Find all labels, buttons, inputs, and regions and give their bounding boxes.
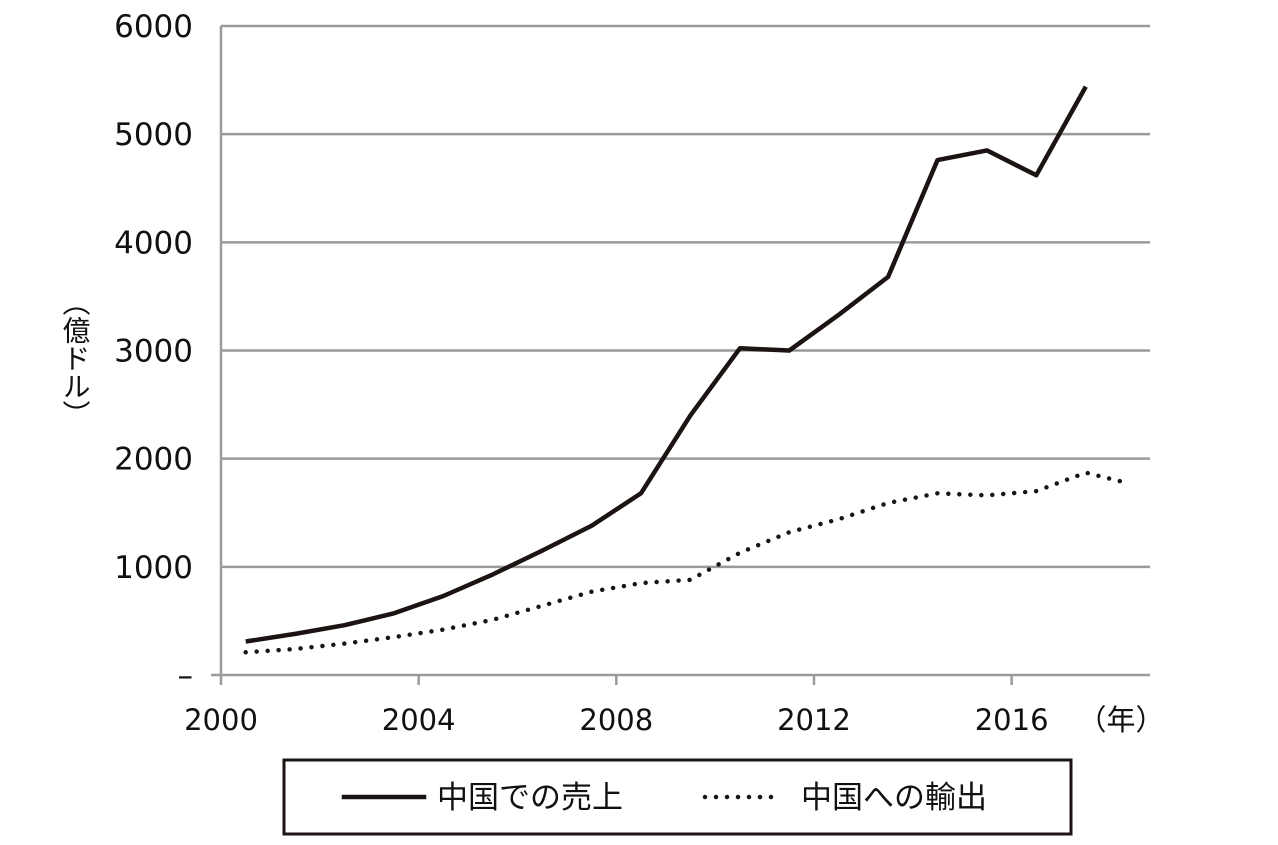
- x-tick-label: 2004: [382, 703, 456, 737]
- y-tick-label: 5000: [114, 117, 193, 153]
- y-axis-label: （億ドル）: [59, 288, 92, 428]
- x-axis-label: （年）: [1077, 703, 1164, 737]
- series-line-sales: [245, 85, 1088, 644]
- legend: 中国での売上 中国への輸出: [282, 758, 1073, 836]
- series-lines: [243, 85, 1128, 655]
- y-tick-label: 4000: [114, 225, 193, 261]
- y-tick-label: 2000: [114, 442, 193, 478]
- x-tick-label: 2000: [184, 703, 258, 737]
- y-tick-label: 6000: [114, 9, 193, 45]
- y-tick-label: 1000: [114, 550, 193, 586]
- legend-label-sales: 中国での売上: [437, 780, 623, 816]
- x-tick-label: 2016: [975, 703, 1049, 737]
- x-tick-label: 2012: [777, 703, 851, 737]
- legend-label-exports: 中国への輸出: [801, 780, 987, 816]
- x-tick-label: 2008: [579, 703, 653, 737]
- series-line-exports: [243, 470, 1128, 655]
- gridlines: [221, 24, 1150, 569]
- axes: – 1000 2000 3000 4000 5000 6000 2000 2004 2008 201…: [114, 9, 1150, 737]
- y-tick-label: 3000: [114, 334, 193, 370]
- y-tick-label: –: [178, 658, 194, 694]
